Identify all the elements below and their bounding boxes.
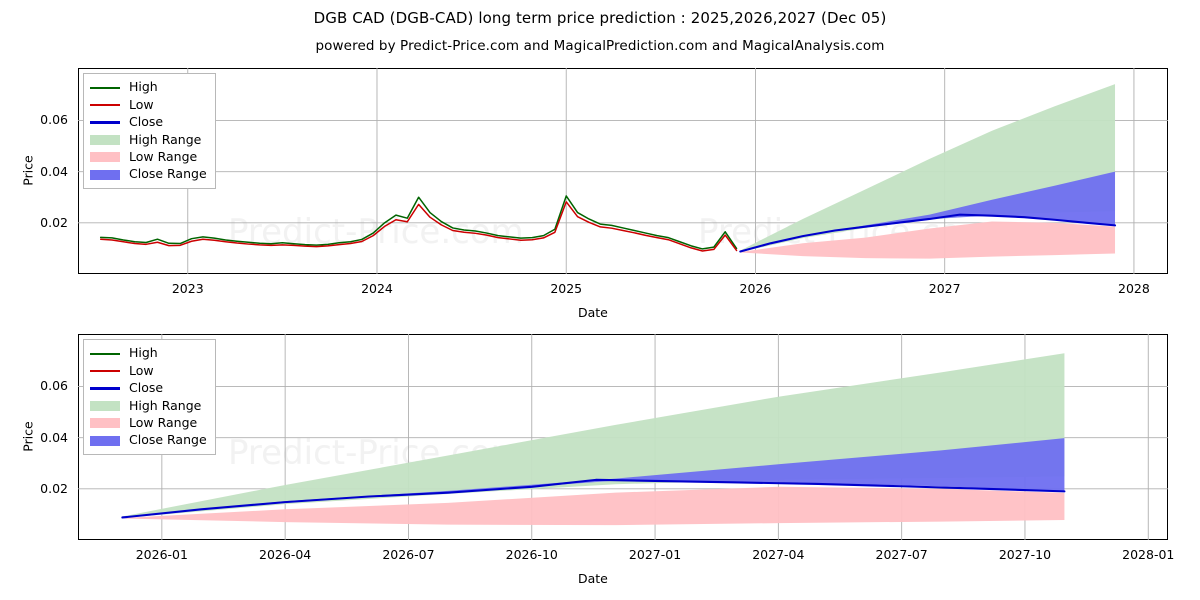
page-title: DGB CAD (DGB-CAD) long term price predic… xyxy=(313,9,887,27)
y-axis-tick-label: 0.04 xyxy=(40,429,68,445)
legend-swatch-low-range-icon xyxy=(90,417,120,429)
legend-item: Close xyxy=(90,380,207,397)
legend-item: Close Range xyxy=(90,432,207,449)
legend-label: High xyxy=(129,79,158,95)
chart-legend[interactable]: High Low Close High Range Low Range Close Ran… xyxy=(83,73,216,190)
legend-label: Close Range xyxy=(129,166,207,182)
series-close xyxy=(121,478,1066,519)
x-axis-tick-label: 2028-01 xyxy=(1122,547,1175,562)
x-axis-tick-label: 2027-01 xyxy=(628,547,682,562)
legend-item: Low xyxy=(90,96,207,113)
legend-label: Close Range xyxy=(129,432,207,448)
x-axis-tick-label: 2026-07 xyxy=(382,547,435,562)
chart-legend[interactable]: High Low Close High Range Low Range Close Ran… xyxy=(83,339,216,456)
legend-label: Low xyxy=(129,362,154,378)
legend-swatch-low-range-icon xyxy=(90,151,120,163)
legend-item: High xyxy=(90,79,207,96)
page-subtitle: powered by Predict-Price.com and Magical… xyxy=(315,38,885,54)
x-axis-tick-label: 2028 xyxy=(1118,281,1150,296)
legend-label: Low xyxy=(129,96,154,112)
legend-item: Low xyxy=(90,362,207,379)
legend-item: High Range xyxy=(90,397,207,414)
x-axis-tick-label: 2026-10 xyxy=(505,547,558,562)
legend-item: High xyxy=(90,345,207,362)
legend-item: High Range xyxy=(90,131,207,148)
legend-item: Close Range xyxy=(90,166,207,183)
band-low-range xyxy=(122,486,1065,526)
x-axis-tick-label: 2025 xyxy=(550,281,583,296)
x-axis-tick-label: 2027 xyxy=(928,281,961,296)
x-axis-tick-label: 2026 xyxy=(739,281,772,296)
legend-swatch-close-range-icon xyxy=(90,169,120,181)
y-axis-tick-label: 0.04 xyxy=(40,163,68,179)
x-axis-tick-label: 2023 xyxy=(171,281,204,296)
legend-label: Close xyxy=(129,114,164,130)
legend-label: Close xyxy=(129,380,164,396)
chart-header: DGB CAD (DGB-CAD) long term price predic… xyxy=(0,0,1200,54)
y-axis-tick-label: 0.02 xyxy=(40,480,68,496)
legend-label: High Range xyxy=(129,131,202,147)
legend-item: Low Range xyxy=(90,149,207,166)
overview-chart-panel: Predict-Price.comPredict-Price.comPredic… xyxy=(78,68,1168,274)
legend-swatch-high-icon xyxy=(90,348,120,360)
series-close xyxy=(739,213,1117,253)
legend-label: High xyxy=(129,345,158,361)
y-axis-tick-label: 0.02 xyxy=(40,214,68,230)
overview-x-axis-label: Date xyxy=(578,305,608,320)
forecast-x-axis-label: Date xyxy=(578,571,608,586)
legend-swatch-low-icon xyxy=(90,99,120,111)
x-axis-tick-label: 2027-07 xyxy=(875,547,928,562)
legend-swatch-high-range-icon xyxy=(90,400,120,412)
band-low-range xyxy=(740,221,1116,259)
legend-swatch-close-icon xyxy=(90,116,120,128)
series-low xyxy=(99,201,738,252)
legend-label: Low Range xyxy=(129,415,198,430)
legend-label: High Range xyxy=(129,397,202,413)
y-axis-tick-label: 0.06 xyxy=(40,112,68,128)
legend-swatch-close-icon xyxy=(90,382,120,394)
band-close-range xyxy=(740,171,1116,252)
legend-swatch-high-icon xyxy=(90,82,120,94)
legend-item: Close xyxy=(90,114,207,131)
series-high xyxy=(99,195,738,250)
x-axis-tick-label: 2026-01 xyxy=(135,547,188,562)
legend-label: Low Range xyxy=(129,149,198,164)
x-axis-tick-label: 2026-04 xyxy=(259,547,312,562)
legend-item: Low Range xyxy=(90,415,207,432)
legend-swatch-close-range-icon xyxy=(90,435,120,447)
x-axis-tick-label: 2027-04 xyxy=(752,547,805,562)
legend-swatch-high-range-icon xyxy=(90,134,120,146)
x-axis-tick-label: 2024 xyxy=(361,281,393,296)
x-axis-tick-label: 2027-10 xyxy=(998,547,1052,562)
legend-swatch-low-icon xyxy=(90,365,120,377)
y-axis-tick-label: 0.06 xyxy=(40,378,68,394)
overview-plot-area: Predict-Price.comPredict-Price.comPredic… xyxy=(78,68,1168,274)
